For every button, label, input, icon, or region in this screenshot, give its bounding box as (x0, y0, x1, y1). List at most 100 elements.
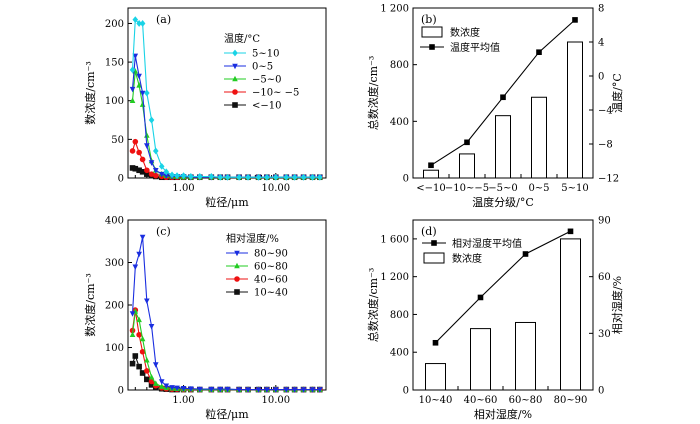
y-tick-label: 200 (105, 301, 124, 312)
y-tick-label: 100 (105, 343, 124, 354)
bar (459, 153, 475, 179)
data-point (144, 89, 150, 97)
data-point (129, 66, 136, 74)
data-point (148, 116, 155, 124)
data-point (148, 171, 155, 177)
legend-label: 温度平均值 (450, 41, 500, 54)
data-point (152, 147, 159, 155)
panel-a: 0 50 100 150 200 1.00 10.00 粒径/μm 数浓度/cm⁻³ (a) 温度/… (83, 7, 327, 209)
y-tick-label: 0 (403, 174, 409, 185)
data-point (174, 385, 180, 392)
y-axis-label: 数浓度/cm⁻³ (83, 61, 97, 125)
data-point (255, 173, 262, 181)
y-tick-label: 400 (105, 216, 124, 227)
y-tick-label: 1 200 (380, 4, 409, 15)
y-tick-label: 1 200 (380, 272, 409, 283)
data-point (224, 386, 231, 393)
bar (423, 169, 439, 179)
x-tick-label: 10.00 (261, 395, 290, 406)
panel-label: (b) (421, 13, 437, 26)
data-point (144, 356, 150, 363)
data-point (291, 387, 298, 393)
x-axis-label: 粒径/μm (205, 407, 249, 421)
data-point (309, 173, 316, 181)
data-point (132, 138, 139, 145)
y2-tick-label: −8 (598, 140, 613, 151)
data-point (136, 316, 142, 323)
y2-tick-label: 4 (598, 38, 604, 49)
y-tick-label: 150 (105, 58, 124, 69)
series-0~5 (129, 53, 323, 181)
data-point (132, 353, 139, 359)
data-point (264, 173, 270, 181)
y2-tick-label: 30 (598, 329, 611, 340)
data-point (522, 251, 529, 257)
data-point (132, 165, 139, 172)
legend-label: 相对湿度平均值 (452, 237, 522, 250)
data-point (224, 173, 231, 181)
data-point (255, 387, 262, 393)
series-5~10 (129, 16, 323, 181)
x-tick-label: 5~10 (561, 183, 588, 194)
data-point (152, 362, 159, 368)
y-tick-label: 0 (403, 386, 409, 397)
data-point (464, 139, 470, 146)
data-point (136, 363, 142, 370)
legend-bar-swatch (421, 26, 443, 38)
data-point (428, 162, 434, 169)
data-point (317, 387, 323, 393)
y2-tick-label: −12 (598, 174, 619, 185)
data-point (144, 132, 150, 138)
legend-marker (232, 89, 238, 95)
x-tick-label: 1.00 (172, 395, 194, 406)
series-40~60 (129, 307, 323, 393)
legend-label: 5~10 (252, 49, 279, 60)
data-point (196, 386, 203, 393)
legend-label: 40~60 (254, 275, 288, 286)
series-bars (425, 238, 581, 391)
data-point (148, 382, 155, 388)
bar (531, 96, 547, 179)
legend-marker (234, 250, 240, 257)
y-tick-label: 100 (105, 96, 124, 107)
legend-label: 60~80 (254, 262, 288, 273)
x-tick-label: 1.00 (172, 183, 194, 194)
x-tick-label: 10~40 (419, 395, 453, 406)
legend-title: 温度/°C (224, 32, 260, 45)
y2-tick-label: 0 (598, 72, 604, 83)
legend-marker (234, 276, 240, 282)
data-point (144, 167, 150, 174)
y2-tick-label: −4 (598, 106, 613, 117)
data-point (477, 294, 484, 301)
data-point (163, 173, 170, 179)
legend-marker (431, 240, 437, 246)
data-point (432, 339, 439, 346)
data-point (139, 101, 146, 107)
data-point (129, 86, 136, 93)
data-point (139, 156, 146, 163)
bar (425, 363, 446, 391)
data-point (139, 20, 146, 27)
x-tick-label: 60~80 (509, 395, 543, 406)
x-tick-label: 80~90 (554, 395, 588, 406)
series-line (435, 230, 571, 344)
data-point (283, 173, 290, 181)
x-axis-label: 粒径/μm (205, 195, 249, 209)
data-point (208, 173, 215, 180)
data-point (152, 380, 159, 386)
series-line-mean (432, 228, 574, 346)
legend-label: 数浓度 (452, 252, 482, 265)
legend: 相对湿度/% 80~90 60~80 40~60 10~40 (226, 232, 288, 299)
y-axis-label: 总数浓度/cm⁻³ (366, 268, 380, 343)
legend-marker (232, 102, 238, 108)
data-point (139, 90, 146, 97)
legend-marker (232, 75, 238, 82)
series-bars (423, 41, 583, 179)
data-point (132, 53, 139, 60)
data-point (180, 386, 187, 392)
data-point (236, 173, 242, 181)
legend-marker (232, 63, 238, 70)
data-point (567, 228, 574, 235)
